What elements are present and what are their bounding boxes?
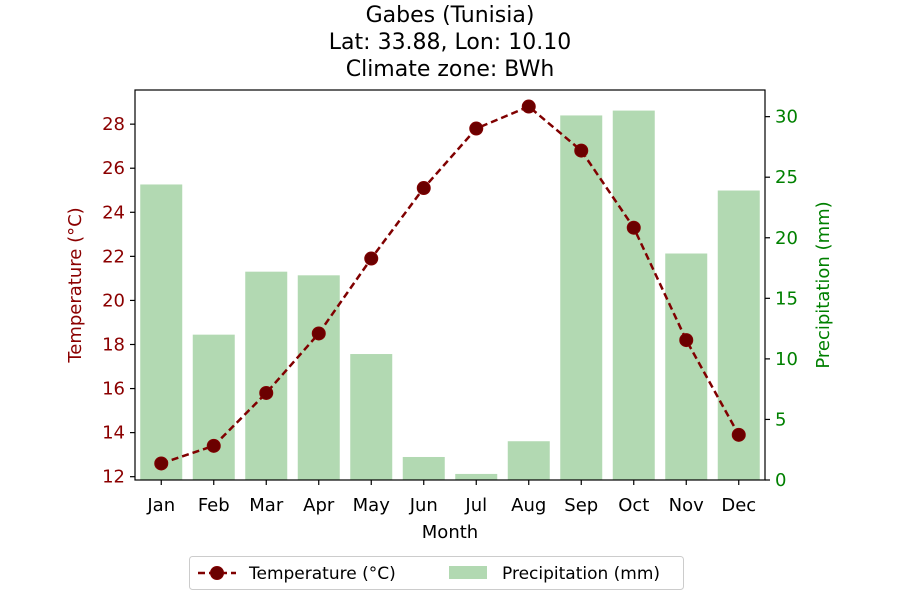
precipitation-bar-oct [612, 110, 655, 481]
y-axis-label-left: Temperature (°C) [65, 207, 86, 363]
x-tick-label-aug: Aug [511, 495, 546, 516]
temperature-point-apr [311, 326, 326, 341]
legend-temperature-marker-swatch [210, 566, 224, 580]
precipitation-bar-sep [560, 115, 603, 480]
legend-precipitation-swatch [449, 566, 487, 579]
y-left-tick-label-26: 26 [102, 158, 125, 179]
y-left-tick-label-18: 18 [102, 334, 125, 355]
x-axis-label: Month [422, 522, 478, 543]
legend: Temperature (°C) Precipitation (mm) [189, 556, 684, 590]
y-left-tick-label-22: 22 [102, 246, 125, 267]
temperature-point-feb [206, 438, 221, 453]
x-tick-label-may: May [353, 495, 391, 516]
temperature-series-line [160, 105, 740, 465]
temperature-point-aug [521, 99, 536, 114]
temperature-point-nov [679, 333, 694, 348]
legend-frame [189, 556, 684, 590]
precipitation-bar-feb [192, 334, 235, 480]
y-right-tick-label-20: 20 [775, 228, 798, 249]
y-right-tick-label-30: 30 [775, 107, 798, 128]
temperature-point-may [364, 251, 379, 266]
temperature-point-jul [469, 121, 484, 136]
y-right-tick-label-0: 0 [775, 470, 786, 491]
x-tick-label-jul: Jul [464, 495, 487, 516]
precipitation-bar-jul [455, 473, 498, 480]
x-tick-label-feb: Feb [198, 495, 230, 516]
y-right-tick-label-25: 25 [775, 167, 798, 188]
legend-temperature-label: Temperature (°C) [248, 564, 396, 584]
x-tick-label-dec: Dec [721, 495, 756, 516]
y-left-tick-label-20: 20 [102, 290, 125, 311]
temperature-point-mar [259, 385, 274, 400]
temperature-point-sep [574, 143, 589, 158]
precipitation-bar-aug [507, 441, 550, 480]
y-right-tick-label-5: 5 [775, 409, 786, 430]
precipitation-bar-mar [245, 271, 288, 480]
temperature-line [154, 99, 746, 471]
precipitation-bar-jan [140, 184, 183, 480]
y-right-tick-label-10: 10 [775, 349, 798, 370]
temperature-point-dec [731, 427, 746, 442]
y-axis-label-right: Precipitation (mm) [813, 201, 834, 368]
plot-frame [134, 89, 766, 481]
precipitation-bar-may [350, 354, 393, 480]
y-left-tick-label-14: 14 [102, 423, 125, 444]
legend-precipitation-label: Precipitation (mm) [502, 564, 660, 584]
temperature-point-jan [154, 456, 169, 471]
y-left-tick-label-12: 12 [102, 467, 125, 488]
precipitation-bar-apr [297, 275, 340, 480]
precipitation-bar-jun [402, 456, 445, 480]
x-tick-label-mar: Mar [249, 495, 284, 516]
x-tick-label-oct: Oct [618, 495, 649, 516]
y-left-tick-label-28: 28 [102, 114, 125, 135]
precipitation-bars [140, 110, 760, 481]
y-left-tick-label-24: 24 [102, 202, 125, 223]
x-tick-label-nov: Nov [669, 495, 704, 516]
chart-title: Gabes (Tunisia) [366, 3, 535, 28]
temperature-point-jun [416, 181, 431, 196]
y-right-tick-label-15: 15 [775, 288, 798, 309]
chart-subtitle-climate-zone: Climate zone: BWh [346, 57, 555, 82]
chart-subtitle-location: Lat: 33.88, Lon: 10.10 [329, 30, 571, 55]
y-left-tick-label-16: 16 [102, 379, 125, 400]
temperature-point-oct [626, 220, 641, 235]
axes: 12 14 16 18 20 22 24 26 28 0 5 10 15 20 25 30 Jan Feb Mar A… [102, 89, 798, 516]
x-tick-label-jan: Jan [146, 495, 175, 516]
x-tick-label-sep: Sep [564, 495, 598, 516]
x-tick-label-jun: Jun [409, 495, 438, 516]
x-tick-label-apr: Apr [303, 495, 335, 516]
